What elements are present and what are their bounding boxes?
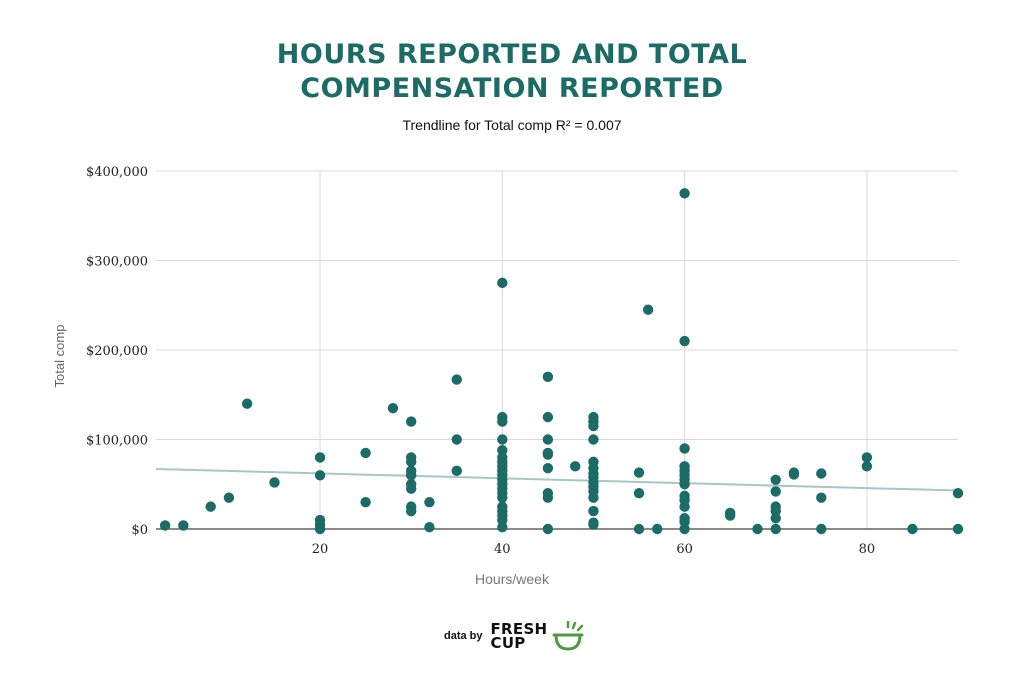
data-point [542,492,554,503]
data-point [588,492,599,503]
data-point [360,447,371,459]
data-point [497,492,508,503]
data-point [178,520,189,531]
footer-text: data by [444,630,483,642]
data-point [752,523,763,535]
data-point [952,523,964,535]
data-point [314,452,326,463]
data-point [816,468,827,479]
y-tick-label: $400,000 [86,165,148,180]
data-point [788,469,800,480]
trendline-group [155,468,959,492]
data-point [360,496,371,508]
data-point [816,492,827,503]
data-point [314,523,326,535]
cup-icon [552,620,584,651]
data-point [633,467,645,478]
data-point [542,449,554,460]
data-point [405,470,417,481]
data-point [451,434,462,445]
y-axis-label: Total comp [52,325,67,388]
y-tick-label: $200,000 [86,344,148,359]
data-point [497,434,508,445]
data-point [861,452,873,463]
data-point [770,505,781,517]
data-point [542,462,554,474]
data-point [451,465,462,477]
x-axis-label: Hours/week [475,571,550,587]
data-point [205,501,216,512]
data-point [405,483,417,494]
data-point [679,335,690,347]
data-points [159,188,964,535]
x-tick-label: 40 [494,542,511,557]
logo-line-2: CUP [490,634,526,652]
data-point [679,443,690,454]
footer-attribution: data by FRESH CUP [444,616,587,656]
data-point [770,474,781,485]
data-point [451,374,462,385]
fresh-cup-logo: FRESH CUP [490,620,548,652]
data-point [542,411,554,423]
data-point [642,304,654,315]
logo-line-1: FRESH [490,620,548,638]
y-tick-label: $0 [131,523,148,538]
data-point [679,188,690,199]
y-tick-label: $100,000 [86,434,148,449]
data-point [679,479,690,490]
data-point [405,456,417,468]
data-point [542,434,554,445]
x-tick-label: 20 [312,542,329,557]
data-point [952,488,964,499]
data-point [770,523,781,535]
data-point [679,523,690,535]
x-tick-label: 80 [859,542,876,557]
data-point [497,445,508,456]
data-point [241,398,253,409]
data-point [497,522,508,533]
data-point [679,501,690,512]
data-point [588,434,599,445]
axes: $0 $100,000 $200,000 $300,000 $400,000 20 40 60… [86,165,958,557]
data-point [542,371,554,383]
data-point [159,520,171,531]
chart-title-line-1: HOURS REPORTED AND TOTAL [276,39,748,70]
data-point [770,486,781,497]
data-point [907,523,918,535]
data-point [770,513,781,524]
data-point [652,523,663,535]
data-point [588,519,599,530]
data-point [724,510,736,521]
chart-title: HOURS REPORTED AND TOTAL COMPENSATION RE… [0,38,1024,106]
data-point [542,523,554,535]
data-point [497,416,508,427]
data-point [861,461,873,472]
grid-lines [156,170,958,529]
data-point [424,496,435,508]
chart-subtitle: Trendline for Total comp R² = 0.007 [402,117,622,133]
chart-title-line-2: COMPENSATION REPORTED [300,73,724,104]
data-point [633,488,645,499]
data-point [633,523,645,535]
data-point [314,470,326,481]
data-point [588,505,599,517]
data-point [497,277,508,289]
data-point [387,402,399,414]
data-point [816,523,827,535]
data-point [570,461,581,472]
data-point [405,416,417,427]
trendline [155,468,959,492]
data-point [269,477,280,488]
data-point [223,492,235,503]
data-point [405,505,417,517]
data-point [424,522,435,533]
data-point [679,516,690,528]
y-tick-label: $300,000 [86,255,148,270]
x-tick-label: 60 [676,542,693,557]
data-point [588,420,599,432]
data-point [497,514,508,526]
